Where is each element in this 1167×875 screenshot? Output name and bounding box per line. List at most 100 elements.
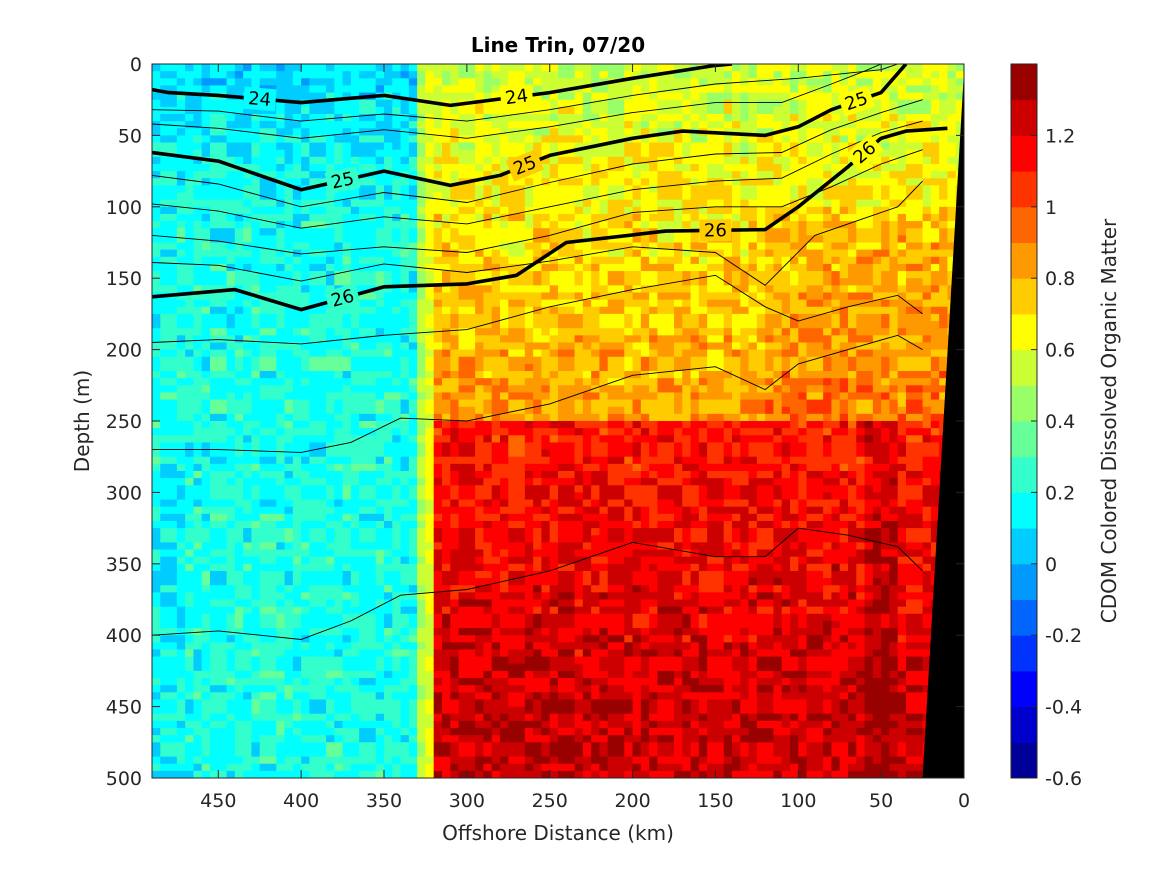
heatmap-cell bbox=[301, 306, 311, 315]
heatmap-cell bbox=[425, 749, 435, 758]
heatmap-cell bbox=[475, 399, 485, 408]
heatmap-cell bbox=[384, 692, 393, 701]
heatmap-cell bbox=[201, 720, 211, 729]
heatmap-cell bbox=[350, 735, 360, 743]
heatmap-cell bbox=[226, 635, 236, 643]
heatmap-cell bbox=[218, 271, 228, 279]
heatmap-cell bbox=[549, 64, 559, 72]
heatmap-cell bbox=[533, 699, 543, 708]
heatmap-cell bbox=[558, 385, 567, 394]
heatmap-cell bbox=[433, 271, 443, 279]
heatmap-cell bbox=[326, 78, 335, 87]
heatmap-cell bbox=[450, 720, 460, 729]
heatmap-cell bbox=[433, 92, 443, 101]
heatmap-cell bbox=[558, 742, 567, 751]
heatmap-cell bbox=[292, 278, 302, 286]
heatmap-cell bbox=[500, 249, 509, 258]
heatmap-cell bbox=[408, 499, 418, 508]
heatmap-cell bbox=[259, 678, 269, 686]
heatmap-cell bbox=[425, 735, 435, 743]
heatmap-cell bbox=[218, 649, 228, 658]
heatmap-cell bbox=[433, 620, 443, 629]
heatmap-cell bbox=[384, 485, 393, 493]
heatmap-cell bbox=[152, 549, 161, 558]
heatmap-cell bbox=[243, 321, 253, 329]
heatmap-cell bbox=[218, 549, 228, 558]
heatmap-cell bbox=[226, 556, 236, 565]
heatmap-cell bbox=[516, 442, 526, 451]
heatmap-cell bbox=[309, 535, 319, 543]
heatmap-cell bbox=[317, 263, 327, 272]
heatmap-cell bbox=[558, 306, 567, 315]
heatmap-cell bbox=[400, 106, 410, 115]
heatmap-cell bbox=[524, 756, 534, 765]
heatmap-cell bbox=[268, 506, 277, 515]
heatmap-cell bbox=[210, 99, 219, 108]
heatmap-cell bbox=[185, 178, 195, 186]
heatmap-cell bbox=[524, 192, 534, 201]
heatmap-cell bbox=[475, 406, 485, 415]
heatmap-cell bbox=[558, 435, 567, 444]
heatmap-cell bbox=[450, 549, 460, 558]
heatmap-cell bbox=[276, 271, 286, 279]
heatmap-cell bbox=[475, 371, 485, 379]
heatmap-cell bbox=[334, 649, 344, 658]
heatmap-cell bbox=[301, 699, 311, 708]
heatmap-cell bbox=[384, 478, 393, 486]
heatmap-cell bbox=[350, 242, 360, 251]
heatmap-cell bbox=[292, 656, 302, 665]
heatmap-cell bbox=[276, 570, 286, 579]
heatmap-cell bbox=[152, 313, 161, 322]
heatmap-cell bbox=[317, 92, 327, 101]
heatmap-cell bbox=[400, 206, 410, 215]
heatmap-cell bbox=[160, 313, 170, 322]
heatmap-cell bbox=[500, 349, 509, 358]
heatmap-cell bbox=[417, 706, 427, 715]
heatmap-cell bbox=[475, 163, 485, 172]
heatmap-cell bbox=[392, 428, 402, 436]
heatmap-cell bbox=[500, 256, 509, 265]
heatmap-cell bbox=[417, 620, 427, 629]
heatmap-cell bbox=[491, 121, 501, 129]
heatmap-cell bbox=[450, 85, 460, 94]
heatmap-cell bbox=[284, 685, 294, 693]
heatmap-cell bbox=[284, 228, 294, 236]
heatmap-cell bbox=[400, 463, 410, 472]
heatmap-cell bbox=[292, 628, 302, 636]
heatmap-cell bbox=[326, 549, 335, 558]
heatmap-cell bbox=[375, 413, 385, 422]
heatmap-cell bbox=[442, 199, 451, 208]
heatmap-cell bbox=[326, 228, 335, 236]
heatmap-cell bbox=[301, 328, 311, 336]
heatmap-cell bbox=[400, 470, 410, 479]
heatmap-cell bbox=[185, 235, 195, 244]
heatmap-cell bbox=[375, 663, 385, 672]
heatmap-cell bbox=[466, 635, 476, 643]
heatmap-cell bbox=[268, 663, 277, 672]
heatmap-cell bbox=[292, 64, 302, 72]
heatmap-cell bbox=[276, 749, 286, 758]
heatmap-cell bbox=[408, 342, 418, 351]
heatmap-cell bbox=[450, 563, 460, 572]
heatmap-cell bbox=[268, 378, 277, 386]
heatmap-cell bbox=[375, 278, 385, 286]
heatmap-cell bbox=[292, 421, 302, 429]
heatmap-cell bbox=[533, 92, 543, 101]
heatmap-cell bbox=[210, 606, 219, 615]
heatmap-cell bbox=[292, 713, 302, 722]
heatmap-cell bbox=[201, 85, 211, 94]
heatmap-cell bbox=[276, 606, 286, 615]
heatmap-cell bbox=[243, 285, 253, 294]
heatmap-cell bbox=[549, 485, 559, 493]
heatmap-cell bbox=[309, 64, 319, 72]
heatmap-cell bbox=[533, 528, 543, 536]
heatmap-cell bbox=[433, 356, 443, 365]
heatmap-cell bbox=[301, 642, 311, 651]
heatmap-cell bbox=[359, 692, 369, 701]
heatmap-cell bbox=[400, 692, 410, 701]
heatmap-cell bbox=[466, 213, 476, 222]
heatmap-cell bbox=[284, 606, 294, 615]
heatmap-cell bbox=[309, 628, 319, 636]
heatmap-cell bbox=[508, 442, 518, 451]
heatmap-cell bbox=[483, 99, 493, 108]
